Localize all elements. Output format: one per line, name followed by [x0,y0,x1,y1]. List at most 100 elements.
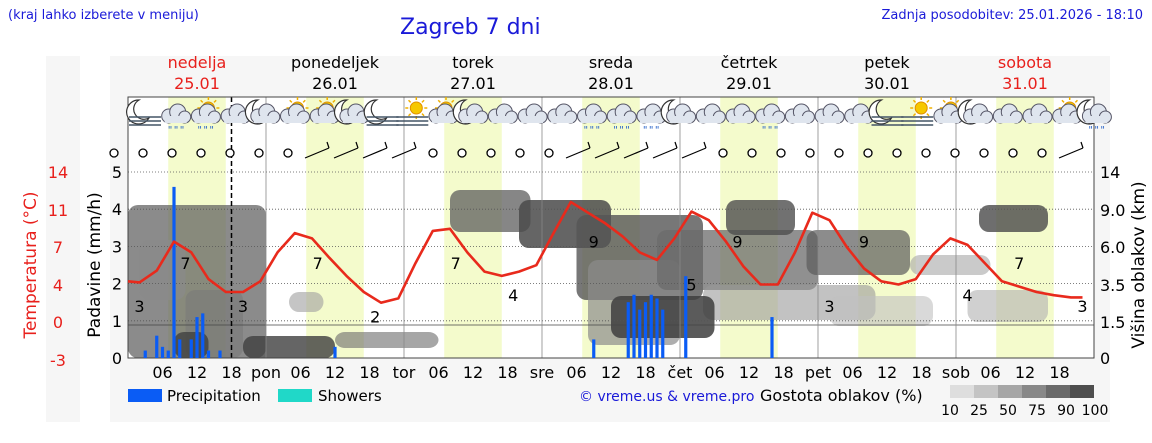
cloud-height-tick-label: 14 [1100,163,1120,182]
cloud-area [967,290,1048,322]
cloud-height-tick-label: 9.0 [1100,201,1125,220]
cloud-density-tick: 10 [941,403,959,419]
x-tick-label: 18 [635,363,655,382]
wind-barb [594,147,620,159]
cloud-density-tick: 50 [999,403,1017,419]
wind-calm-marker [544,148,554,158]
precipitation-bar [643,302,648,358]
day-name: torek [452,53,494,72]
wind-barb [391,147,417,159]
wind-calm-marker [950,148,960,158]
temperature-label: 5 [686,275,696,294]
wind-calm-marker [457,148,467,158]
precipitation-bar [655,298,659,358]
x-tick-label: 12 [187,363,207,382]
cloud-area [243,336,335,358]
wind-calm-marker [196,148,206,158]
x-tick-label: 18 [1049,363,1069,382]
temperature-label: 4 [962,286,972,305]
cloud-area [335,332,439,348]
day-date: 28.01 [588,74,634,93]
temp-axis-label: Temperatura (°C) [21,191,41,339]
precipitation-bar [160,346,165,358]
precipitation-bar [661,309,665,358]
x-tick-label: 18 [497,363,517,382]
temperature-label: 2 [370,308,380,327]
precipitation-bar [206,350,211,358]
x-tick-label: sob [942,363,970,382]
sun-cloud-icon [280,97,310,124]
day-date: 27.01 [450,74,496,93]
cloud-density-tick: 100 [1082,403,1109,419]
sun-cloud-icon [428,97,459,124]
precipitation-bar [166,350,170,358]
precip-axis-label: Padavine (mm/h) [85,192,105,337]
svg-text:": " [596,125,601,136]
last-updated: Zadnja posodobitev: 25.01.2026 - 18:10 [881,8,1143,23]
wind-barb [652,147,678,159]
precipitation-bar [632,294,636,358]
x-tick-label: 06 [980,363,1000,382]
wind-barb [413,141,417,149]
temperature-line [127,200,1083,304]
svg-text:": " [197,125,202,136]
cloud-snow-icon: " " " [577,103,607,136]
wind-calm-marker [283,148,293,158]
daylight-band [306,97,364,358]
left-axis-panel [46,56,80,422]
x-tick-label: pet [805,363,831,382]
day-date: 30.01 [864,74,910,93]
wind-calm-marker [1008,148,1018,158]
precipitation-bar [626,302,630,358]
sun-cloud-snow-icon: " " " [190,97,221,136]
x-tick-label: pon [251,363,281,382]
temp-tick-label: -3 [50,351,66,370]
cloud-density-swatch [998,385,1022,398]
svg-text:": " [762,125,767,136]
precipitation-bar [195,317,199,358]
svg-text:": " [168,125,173,136]
cloud-height-tick-label: 6.0 [1100,238,1125,257]
wind-calm-marker [138,148,148,158]
precipitation-bar [189,339,193,358]
cloud-icon [517,103,548,124]
svg-text:": " [774,125,779,136]
precipitation-swatch [128,389,162,402]
moon-cloud-icon [957,99,994,125]
cloud-area [726,200,795,235]
svg-text:": " [590,125,595,136]
cloud-height-tick-label: 0 [1100,349,1110,368]
x-tick-label: 18 [359,363,379,382]
x-tick-label: 18 [911,363,931,382]
temperature-label: 9 [589,233,599,252]
wind-calm-marker [428,148,438,158]
temp-tick-label: 14 [48,163,68,182]
cloud-density-label: Gostota oblakov (%) [760,386,923,405]
moon-cloud-icon [660,99,697,125]
cloud-height-tick-label: 3.5 [1100,276,1125,295]
cloud-area [289,292,324,312]
precipitation-bar [178,339,182,358]
wind-barb [1058,147,1084,159]
precipitation-bar [218,350,222,358]
temperature-label: 4 [508,286,518,305]
moon-cloud-icon [333,99,370,125]
moon-cloud-icon [244,99,281,125]
plot-frame [127,96,1095,359]
wind-barb [616,141,620,149]
sun-fog-icon [396,97,429,126]
temperature-label: 7 [313,254,323,273]
svg-text:": " [1088,125,1093,136]
cloud-density-tick: 75 [1028,403,1046,419]
x-tick-label: 12 [1015,363,1035,382]
cloud-icon [992,103,1023,124]
showers-legend-label: Showers [318,387,382,405]
moon-fog-icon [868,99,904,126]
day-date: 31.01 [1002,74,1048,93]
wind-barb [384,141,388,149]
svg-text:": " [643,125,648,136]
cloud-density-swatch [1070,385,1094,398]
x-tick-label: 06 [566,363,586,382]
temperature-label: 3 [238,297,248,316]
